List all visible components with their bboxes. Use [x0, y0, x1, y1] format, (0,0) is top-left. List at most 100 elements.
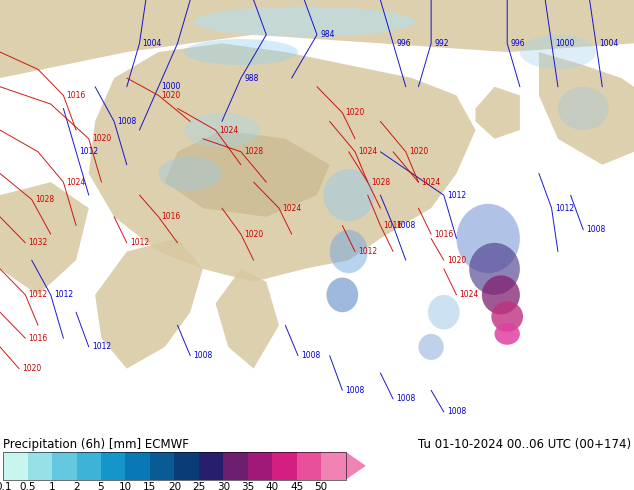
- Ellipse shape: [330, 230, 368, 273]
- Text: 1024: 1024: [358, 147, 377, 156]
- Polygon shape: [0, 0, 634, 78]
- Polygon shape: [346, 452, 366, 480]
- Ellipse shape: [193, 6, 415, 37]
- Polygon shape: [95, 239, 203, 368]
- Ellipse shape: [184, 39, 298, 65]
- Ellipse shape: [327, 277, 358, 312]
- Text: 1024: 1024: [282, 204, 301, 213]
- Ellipse shape: [469, 243, 520, 295]
- Text: 1004: 1004: [143, 39, 162, 48]
- Text: 1008: 1008: [301, 351, 320, 360]
- Bar: [28, 452, 52, 480]
- Bar: [199, 452, 223, 480]
- Text: 0.5: 0.5: [20, 482, 36, 490]
- Text: 1020: 1020: [346, 108, 365, 117]
- Bar: [77, 452, 101, 480]
- Bar: [248, 452, 272, 480]
- Text: 984: 984: [320, 30, 335, 39]
- Ellipse shape: [520, 35, 596, 70]
- Text: Tu 01-10-2024 00..06 UTC (00+174): Tu 01-10-2024 00..06 UTC (00+174): [418, 438, 631, 451]
- Text: 1008: 1008: [586, 225, 605, 234]
- Text: 1008: 1008: [117, 117, 136, 126]
- Text: 20: 20: [168, 482, 181, 490]
- Text: 50: 50: [314, 482, 328, 490]
- Text: 996: 996: [396, 39, 411, 48]
- Text: 1000: 1000: [162, 82, 181, 91]
- Text: 1020: 1020: [409, 147, 428, 156]
- Text: 1012: 1012: [92, 343, 111, 351]
- Ellipse shape: [558, 87, 609, 130]
- Polygon shape: [216, 269, 279, 368]
- Ellipse shape: [482, 275, 520, 315]
- Text: 1012: 1012: [54, 291, 73, 299]
- Bar: [174, 452, 199, 480]
- Text: 996: 996: [510, 39, 525, 48]
- Text: 1004: 1004: [599, 39, 619, 48]
- Text: 1028: 1028: [35, 195, 54, 204]
- Text: 1008: 1008: [193, 351, 212, 360]
- Text: Precipitation (6h) [mm] ECMWF: Precipitation (6h) [mm] ECMWF: [3, 438, 189, 451]
- Text: 1024: 1024: [460, 291, 479, 299]
- Text: 988: 988: [244, 74, 259, 82]
- Text: 1008: 1008: [346, 386, 365, 395]
- Ellipse shape: [323, 169, 374, 221]
- Bar: [297, 452, 321, 480]
- Text: 992: 992: [434, 39, 449, 48]
- Text: 15: 15: [143, 482, 157, 490]
- Text: 1020: 1020: [447, 256, 466, 265]
- Text: 1012: 1012: [555, 204, 574, 213]
- Text: 1028: 1028: [244, 147, 263, 156]
- Text: 10: 10: [119, 482, 132, 490]
- Text: 1024: 1024: [219, 125, 238, 135]
- Text: 1016: 1016: [29, 334, 48, 343]
- Text: 1020: 1020: [162, 91, 181, 100]
- Polygon shape: [89, 44, 476, 282]
- Ellipse shape: [428, 295, 460, 330]
- Text: 1016: 1016: [67, 91, 86, 100]
- Polygon shape: [165, 130, 330, 217]
- Text: 1012: 1012: [29, 291, 48, 299]
- Text: 1012: 1012: [79, 147, 98, 156]
- Ellipse shape: [495, 323, 520, 345]
- Bar: [150, 452, 174, 480]
- Text: 1016: 1016: [162, 212, 181, 221]
- Text: 1012: 1012: [130, 238, 149, 247]
- Text: 5: 5: [98, 482, 105, 490]
- Bar: [3, 452, 28, 480]
- Ellipse shape: [184, 113, 260, 147]
- Text: 25: 25: [192, 482, 205, 490]
- Text: 1000: 1000: [555, 39, 574, 48]
- Text: 1012: 1012: [358, 247, 377, 256]
- Text: 1: 1: [49, 482, 55, 490]
- Text: 1016: 1016: [384, 221, 403, 230]
- Text: 1028: 1028: [371, 178, 390, 187]
- Text: 0.1: 0.1: [0, 482, 11, 490]
- Text: 45: 45: [290, 482, 303, 490]
- Bar: [272, 452, 297, 480]
- Bar: [321, 452, 346, 480]
- Ellipse shape: [158, 156, 222, 191]
- Text: 1012: 1012: [447, 191, 466, 199]
- Bar: [223, 452, 248, 480]
- Ellipse shape: [418, 334, 444, 360]
- Bar: [52, 452, 77, 480]
- Text: 1024: 1024: [67, 178, 86, 187]
- Text: 1032: 1032: [29, 238, 48, 247]
- Bar: [3, 452, 346, 480]
- Polygon shape: [0, 182, 89, 295]
- Text: 30: 30: [217, 482, 230, 490]
- Text: 1020: 1020: [22, 364, 41, 373]
- Text: 1024: 1024: [422, 178, 441, 187]
- Text: 1020: 1020: [244, 230, 263, 239]
- Bar: [101, 452, 126, 480]
- Polygon shape: [539, 52, 634, 165]
- Text: 1008: 1008: [396, 394, 415, 403]
- Text: 1020: 1020: [92, 134, 111, 143]
- Text: 1016: 1016: [434, 230, 453, 239]
- Ellipse shape: [491, 301, 523, 332]
- Text: 40: 40: [266, 482, 279, 490]
- Text: 1008: 1008: [447, 408, 466, 416]
- Polygon shape: [476, 87, 520, 139]
- Text: 2: 2: [73, 482, 80, 490]
- Text: 35: 35: [241, 482, 254, 490]
